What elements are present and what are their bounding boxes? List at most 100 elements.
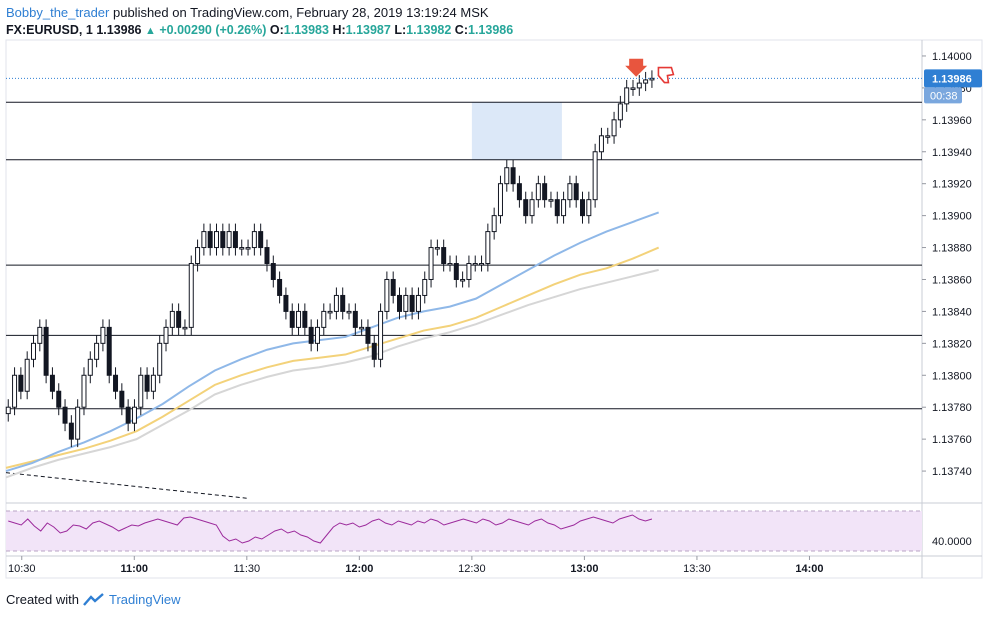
candle-body (296, 310, 302, 328)
price-tick-label: 1.13820 (932, 338, 972, 350)
rsi-tick-label: 40.0000 (932, 536, 972, 548)
price-tick-label: 1.13940 (932, 147, 972, 159)
candle-body (643, 79, 649, 84)
close-label: C: (454, 23, 468, 37)
published-text: published on TradingView.com, February 2… (112, 5, 489, 20)
symbol-label: FX:EURUSD, 1 (6, 23, 93, 37)
candle-body (30, 342, 36, 360)
candle-body (157, 342, 163, 376)
chart-frame (5, 39, 983, 579)
candle-body (371, 342, 377, 360)
candle-body (277, 278, 283, 296)
candle-body (150, 374, 156, 392)
change-label: +0.00290 (+0.26%) (159, 23, 267, 37)
candle-body (283, 294, 289, 312)
candle-body (289, 310, 295, 328)
candle-body (94, 342, 100, 360)
price-tick-label: 1.13760 (932, 434, 972, 446)
rsi-line (8, 514, 653, 544)
candle-body (12, 374, 18, 408)
candle-body (365, 326, 371, 344)
candle-body (491, 215, 497, 233)
candle-body (113, 374, 119, 392)
candle-body (428, 247, 434, 280)
low-label: L: (394, 23, 407, 37)
candle-body (542, 183, 548, 201)
candle-body (119, 390, 125, 408)
candle-body (630, 87, 636, 90)
candle-body (548, 199, 554, 202)
candle-body (472, 263, 478, 266)
candle-body (567, 183, 573, 201)
candle-body (397, 294, 403, 312)
open-label: O: (269, 23, 284, 37)
candle-body (352, 310, 358, 328)
countdown-tag (924, 87, 962, 104)
current-price-tag (924, 69, 982, 88)
candle-body (611, 119, 617, 137)
tradingview-brand-link[interactable]: TradingView (108, 592, 181, 607)
close-value: 1.13986 (468, 23, 514, 37)
candle-body (346, 310, 352, 314)
candle-body (18, 374, 24, 392)
candle-body (213, 231, 219, 249)
candle-body (232, 231, 238, 249)
candle-body (56, 390, 62, 408)
time-tick-label: 13:00 (570, 563, 598, 575)
candle-body (169, 310, 175, 328)
rsi-band (6, 511, 922, 551)
candle-body (453, 263, 459, 280)
candle-body (340, 294, 346, 312)
price-tick-label: 1.13780 (932, 402, 972, 414)
candle-body (586, 199, 592, 217)
candle-body (308, 326, 314, 344)
candle-body (535, 183, 541, 201)
candle-body (239, 247, 245, 250)
candle-body (434, 247, 440, 250)
countdown-tag-label: 00:38 (930, 90, 958, 102)
price-tick-label: 1.13900 (932, 211, 972, 223)
thumbs-down-icon (657, 66, 675, 84)
candle-body (333, 294, 339, 312)
candle-body (479, 263, 485, 266)
candle-body (390, 278, 396, 296)
candle-body (176, 310, 182, 328)
price-tick-label: 1.13800 (932, 370, 972, 382)
candle-body (422, 278, 428, 296)
candle-body (605, 135, 611, 138)
candle-body (100, 326, 106, 344)
candle-body (617, 103, 623, 121)
ma-mid-line (5, 246, 660, 469)
candle-body (624, 87, 630, 105)
candle-body (188, 263, 194, 328)
tradingview-logo-icon (83, 592, 104, 606)
candle-body (561, 199, 567, 217)
candle-body (504, 167, 510, 185)
candle-body (403, 294, 409, 312)
candle-body (5, 406, 11, 415)
candle-body (87, 358, 93, 376)
candle-body (466, 263, 472, 280)
candle-body (441, 247, 447, 265)
candle-body (195, 247, 201, 265)
candle-body (75, 406, 81, 440)
candle-body (226, 231, 232, 249)
candle-body (37, 326, 43, 344)
high-label: H: (332, 23, 346, 37)
time-tick-label: 10:30 (8, 563, 36, 575)
candle-body (409, 294, 415, 312)
time-tick-label: 13:30 (683, 563, 711, 575)
price-tick-label: 1.13860 (932, 274, 972, 286)
price-tick-label: 1.14000 (932, 51, 972, 63)
ma-fast-line (5, 211, 660, 473)
current-price-tag-label: 1.13986 (932, 73, 972, 85)
price-tick-label: 1.13960 (932, 115, 972, 127)
candle-body (460, 278, 466, 282)
candle-body (415, 294, 421, 312)
price-tick-label: 1.13840 (932, 306, 972, 318)
candle-body (258, 231, 264, 249)
candle-body (220, 231, 226, 249)
author-link[interactable]: Bobby_the_trader (6, 5, 110, 20)
candle-body (138, 374, 144, 408)
